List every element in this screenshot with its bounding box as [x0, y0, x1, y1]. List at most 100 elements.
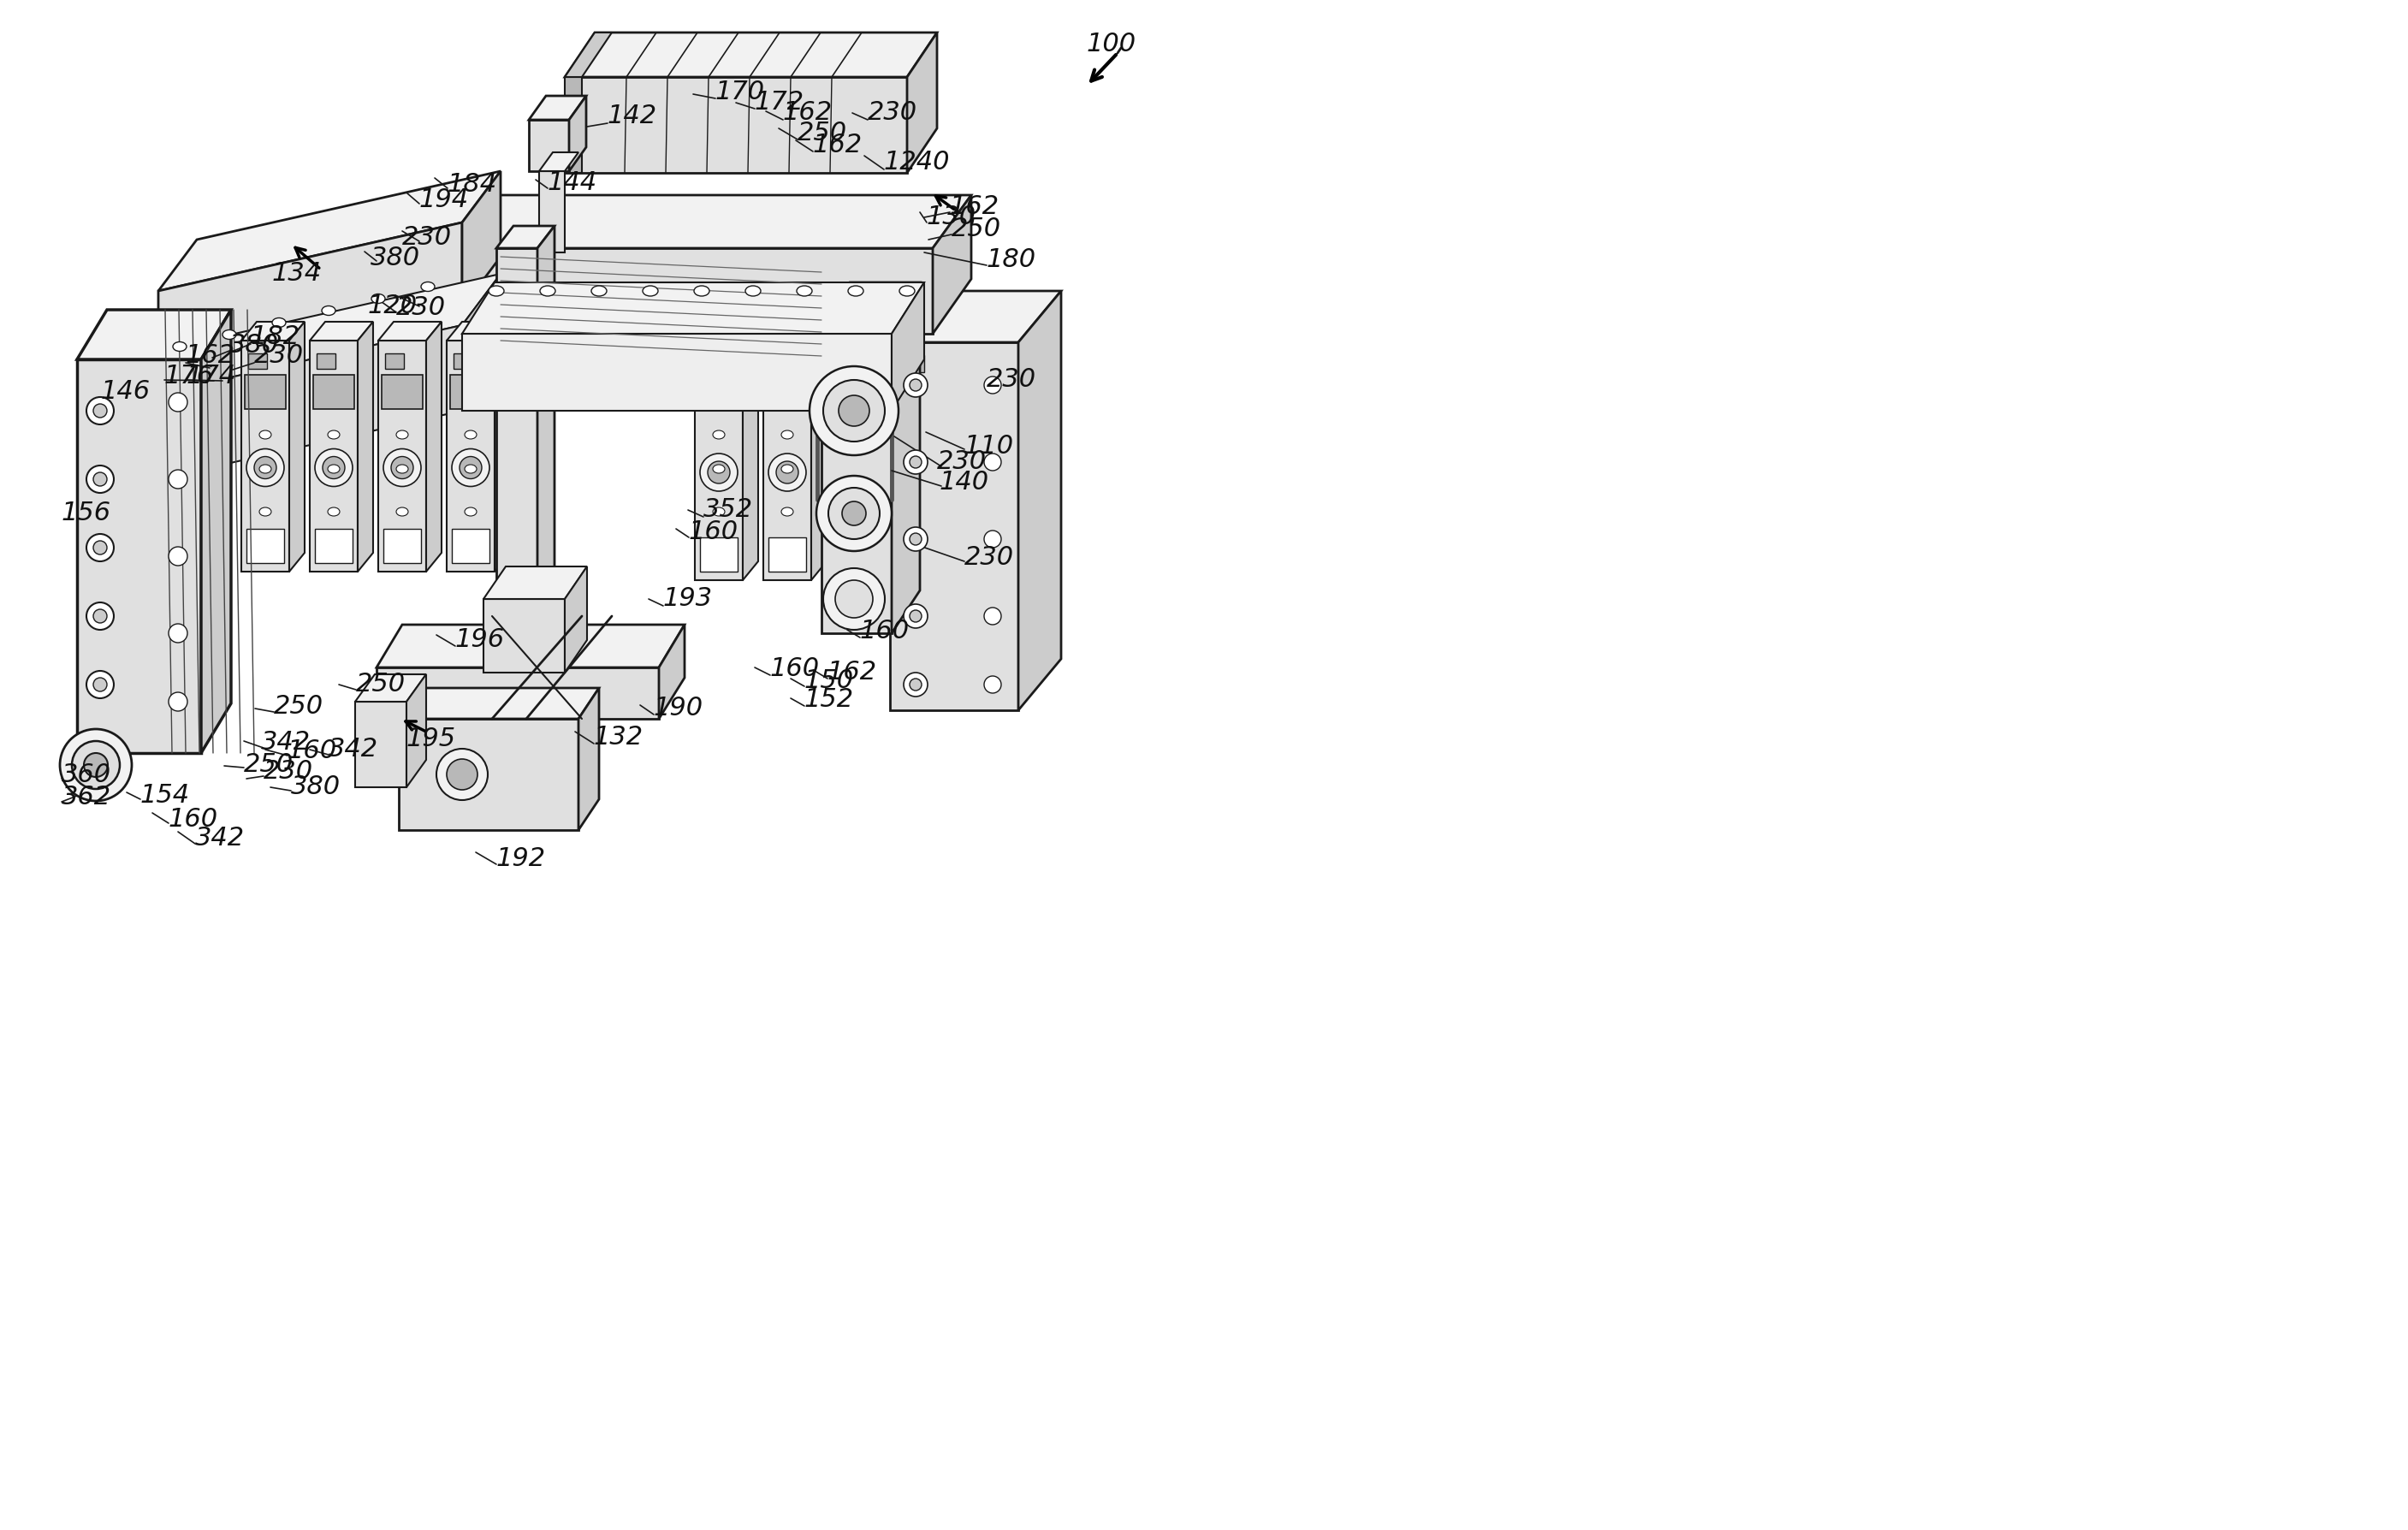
Text: 162: 162	[828, 659, 877, 685]
Circle shape	[315, 448, 352, 487]
Polygon shape	[474, 304, 580, 326]
Polygon shape	[698, 375, 739, 409]
Polygon shape	[380, 375, 424, 409]
Text: 130: 130	[927, 205, 978, 230]
Polygon shape	[241, 321, 306, 341]
Circle shape	[838, 395, 869, 427]
Polygon shape	[660, 624, 684, 719]
Ellipse shape	[397, 465, 409, 473]
Text: 230: 230	[963, 546, 1014, 571]
Polygon shape	[474, 326, 566, 367]
Polygon shape	[159, 274, 501, 393]
Circle shape	[985, 676, 1002, 693]
Text: 342: 342	[195, 826, 246, 851]
Text: 230: 230	[397, 295, 445, 320]
Polygon shape	[530, 96, 585, 119]
Text: 380: 380	[291, 774, 340, 800]
Polygon shape	[537, 226, 554, 598]
Text: 196: 196	[455, 627, 506, 652]
Text: 250: 250	[951, 217, 1002, 242]
Polygon shape	[891, 283, 925, 410]
Text: 193: 193	[662, 586, 713, 612]
Polygon shape	[566, 32, 937, 77]
Polygon shape	[378, 321, 441, 341]
Ellipse shape	[848, 286, 864, 297]
Polygon shape	[530, 119, 568, 171]
Circle shape	[94, 609, 106, 623]
Circle shape	[816, 476, 891, 551]
Text: 380: 380	[371, 246, 421, 271]
Ellipse shape	[323, 306, 335, 315]
Polygon shape	[568, 96, 585, 171]
Polygon shape	[932, 196, 970, 334]
Ellipse shape	[643, 286, 657, 297]
Ellipse shape	[465, 465, 477, 473]
Polygon shape	[578, 688, 600, 831]
Circle shape	[448, 759, 477, 789]
Circle shape	[903, 673, 927, 696]
Text: 144: 144	[547, 170, 597, 194]
Polygon shape	[453, 353, 472, 369]
Polygon shape	[311, 341, 359, 572]
Polygon shape	[311, 321, 373, 341]
Text: 342: 342	[260, 730, 311, 756]
Circle shape	[985, 376, 1002, 393]
Circle shape	[169, 470, 188, 488]
Polygon shape	[462, 283, 925, 334]
Ellipse shape	[465, 508, 477, 516]
Text: 360: 360	[63, 762, 111, 786]
Polygon shape	[896, 355, 925, 372]
Polygon shape	[763, 341, 811, 580]
Circle shape	[169, 624, 188, 643]
Text: 160: 160	[860, 620, 910, 644]
Text: 172: 172	[754, 90, 804, 115]
Ellipse shape	[397, 508, 409, 516]
Text: 152: 152	[804, 687, 855, 713]
Text: 180: 180	[987, 248, 1035, 272]
Polygon shape	[696, 341, 742, 580]
Text: 362: 362	[63, 785, 111, 809]
Ellipse shape	[898, 286, 915, 297]
Text: 195: 195	[407, 727, 455, 751]
Circle shape	[809, 366, 898, 456]
Polygon shape	[811, 321, 826, 580]
Ellipse shape	[421, 282, 436, 291]
Circle shape	[169, 692, 188, 711]
Text: 140: 140	[939, 470, 990, 496]
Text: 170: 170	[715, 80, 766, 106]
Polygon shape	[359, 321, 373, 572]
Circle shape	[87, 465, 113, 493]
Circle shape	[436, 748, 489, 800]
Text: 182: 182	[250, 324, 301, 349]
Polygon shape	[385, 353, 405, 369]
Polygon shape	[77, 360, 202, 753]
Text: 100: 100	[1086, 32, 1137, 57]
Text: 250: 250	[275, 695, 323, 719]
Polygon shape	[566, 32, 612, 77]
Circle shape	[824, 379, 884, 442]
Text: 250: 250	[243, 751, 294, 777]
Text: 250: 250	[797, 121, 848, 145]
Polygon shape	[763, 321, 826, 341]
Polygon shape	[376, 624, 684, 667]
Circle shape	[383, 448, 421, 487]
Ellipse shape	[780, 430, 792, 439]
Text: 230: 230	[402, 225, 453, 251]
Polygon shape	[246, 375, 287, 409]
Ellipse shape	[780, 508, 792, 516]
Polygon shape	[448, 341, 494, 572]
Polygon shape	[159, 171, 501, 291]
Ellipse shape	[173, 341, 185, 352]
Polygon shape	[742, 321, 759, 580]
Polygon shape	[462, 248, 932, 334]
Polygon shape	[484, 598, 566, 673]
Polygon shape	[453, 529, 489, 563]
Circle shape	[390, 456, 414, 479]
Circle shape	[828, 488, 879, 539]
Text: 146: 146	[101, 379, 152, 404]
Polygon shape	[496, 226, 554, 248]
Circle shape	[768, 453, 807, 491]
Polygon shape	[159, 222, 462, 376]
Text: 230: 230	[937, 450, 987, 474]
Text: 160: 160	[771, 656, 819, 681]
